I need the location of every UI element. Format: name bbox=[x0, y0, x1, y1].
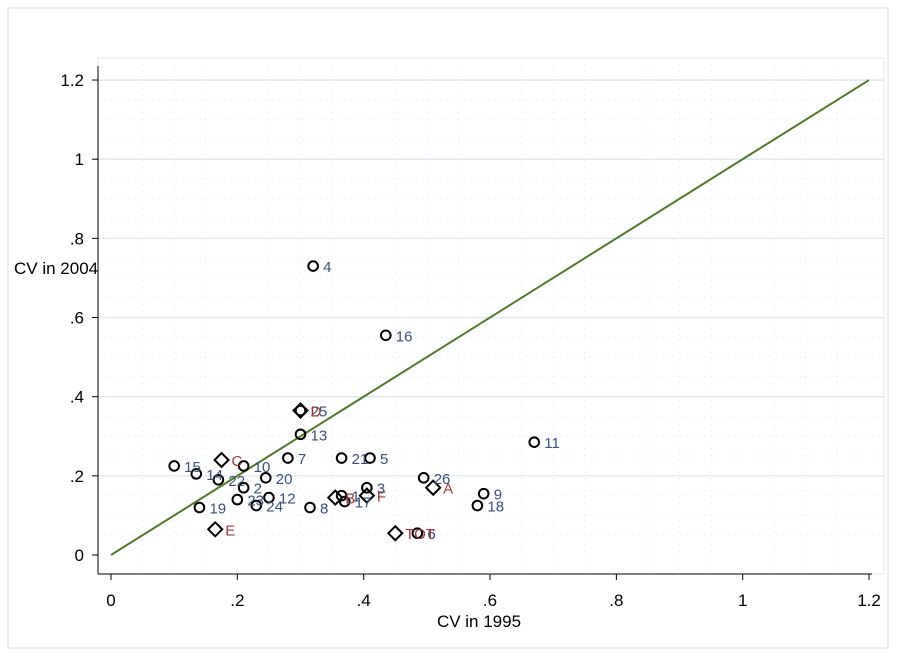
circle-marker bbox=[364, 452, 376, 464]
point-label: 18 bbox=[487, 499, 504, 516]
x-tick-label: 0 bbox=[106, 591, 115, 610]
circle-marker bbox=[259, 472, 272, 484]
point-label: 8 bbox=[320, 501, 328, 518]
point-label: 21 bbox=[352, 451, 369, 468]
circle-marker bbox=[307, 260, 319, 272]
diamond-marker bbox=[386, 524, 404, 542]
circle-marker bbox=[231, 493, 244, 506]
circle-marker bbox=[237, 481, 250, 494]
point-label: E bbox=[225, 522, 235, 539]
point-label: D bbox=[311, 404, 322, 421]
diamond-marker bbox=[424, 479, 442, 497]
y-axis-title: CV in 2004 bbox=[14, 259, 98, 278]
point-label: 12 bbox=[279, 491, 296, 508]
point-label: 13 bbox=[311, 427, 328, 444]
point-label: TOT bbox=[405, 526, 435, 543]
diamond-marker bbox=[358, 487, 376, 505]
circle-marker bbox=[379, 329, 392, 342]
x-tick-label: 1.2 bbox=[857, 591, 881, 610]
point-label: 10 bbox=[254, 459, 271, 476]
circle-marker bbox=[190, 468, 203, 480]
point-label: 17 bbox=[355, 495, 372, 512]
circle-marker bbox=[250, 499, 263, 512]
circle-marker bbox=[411, 527, 424, 540]
x-tick-label: .2 bbox=[230, 591, 244, 610]
point-label: F bbox=[377, 489, 386, 506]
x-tick-label: .6 bbox=[483, 591, 497, 610]
circle-marker bbox=[294, 404, 307, 417]
point-label: 24 bbox=[266, 499, 283, 516]
circle-marker bbox=[237, 460, 250, 472]
point-label: 6 bbox=[427, 526, 435, 543]
point-label: 23 bbox=[247, 493, 264, 510]
circle-marker bbox=[335, 452, 348, 464]
point-label: 16 bbox=[396, 328, 413, 345]
circle-marker bbox=[361, 481, 373, 494]
y-tick-label: .4 bbox=[70, 388, 84, 407]
grid-layer bbox=[98, 58, 884, 574]
point-label: 22 bbox=[228, 473, 245, 490]
point-label: 2 bbox=[254, 481, 262, 498]
axis-layer: 0 .2 .4 .6 .8 1 1.2 0 .2 .4 .6 .8 1 1.2 bbox=[60, 66, 881, 610]
point-label: 14 bbox=[206, 467, 223, 484]
circle-marker bbox=[335, 489, 348, 502]
circle-marker bbox=[294, 428, 307, 441]
point-label: 1 bbox=[352, 489, 360, 506]
point-label: 11 bbox=[544, 435, 560, 452]
point-label: 7 bbox=[298, 451, 306, 468]
circle-marker bbox=[417, 472, 430, 484]
x-tick-label: .8 bbox=[609, 591, 623, 610]
circle-marker bbox=[338, 495, 351, 508]
point-label: 15 bbox=[184, 459, 201, 476]
point-label: 20 bbox=[276, 471, 293, 488]
point-label: 5 bbox=[380, 451, 388, 468]
circle-marker bbox=[168, 460, 180, 472]
y-tick-label: .6 bbox=[70, 309, 84, 328]
point-label: B bbox=[345, 491, 355, 508]
circle-marker bbox=[304, 501, 316, 514]
point-label: 3 bbox=[377, 481, 385, 498]
diamond-marker bbox=[326, 489, 344, 507]
point-label: 9 bbox=[494, 487, 502, 504]
y-tick-label: 1 bbox=[75, 150, 84, 169]
diamond-marker bbox=[213, 451, 230, 469]
diamond-marker bbox=[292, 402, 309, 419]
reference-line-layer bbox=[110, 79, 870, 556]
point-label: C bbox=[232, 453, 243, 470]
point-label: A bbox=[443, 481, 453, 498]
circle-marker bbox=[193, 501, 206, 514]
x-axis-title: CV in 1995 bbox=[437, 612, 521, 631]
diamond-marker bbox=[206, 520, 224, 538]
x-tick-label: .4 bbox=[357, 591, 371, 610]
x-tick-label: 1 bbox=[738, 591, 747, 610]
point-label: 26 bbox=[434, 471, 451, 488]
circle-marker bbox=[477, 487, 490, 500]
circle-marker bbox=[528, 436, 541, 448]
point-label: 4 bbox=[323, 259, 331, 276]
reference-line bbox=[110, 79, 870, 556]
point-label: 19 bbox=[209, 501, 226, 518]
y-tick-label: 1.2 bbox=[60, 71, 84, 90]
y-tick-label: .8 bbox=[70, 229, 84, 248]
y-tick-label: 0 bbox=[75, 546, 84, 565]
y-tick-label: .2 bbox=[70, 467, 84, 486]
circle-marker bbox=[212, 473, 225, 486]
circle-marker bbox=[282, 452, 294, 464]
marker-layer bbox=[168, 260, 541, 542]
circle-marker bbox=[471, 499, 484, 512]
point-label: 25 bbox=[311, 404, 328, 421]
circle-marker bbox=[263, 491, 275, 504]
